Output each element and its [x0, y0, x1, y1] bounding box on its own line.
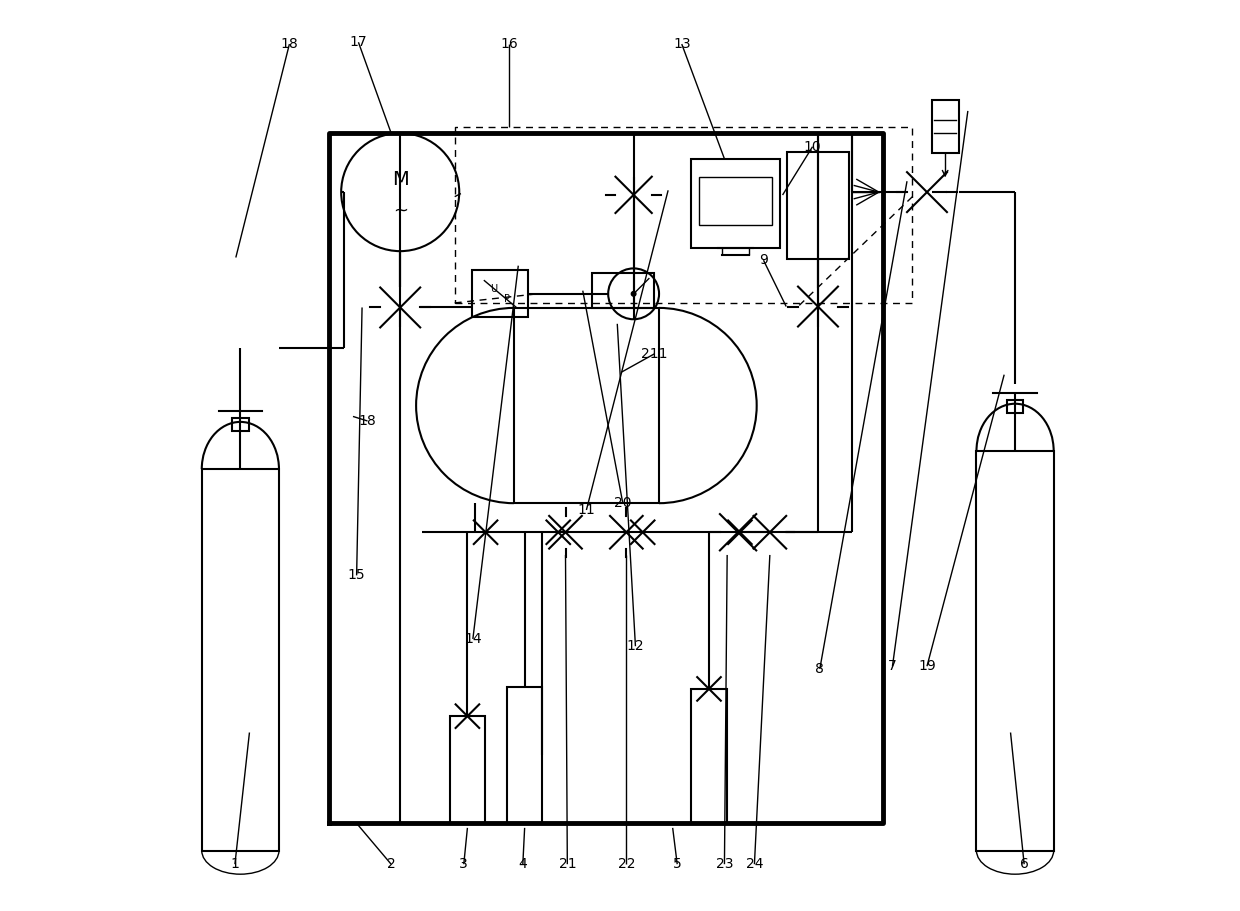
Text: P: P	[503, 293, 510, 303]
Text: 21: 21	[558, 857, 577, 871]
Text: 7: 7	[888, 660, 897, 673]
Text: 8: 8	[816, 662, 825, 676]
Text: 6: 6	[1019, 857, 1029, 871]
Text: 2: 2	[387, 857, 396, 871]
Bar	[513, 308, 658, 503]
Text: M: M	[392, 169, 409, 189]
Bar	[232, 418, 248, 431]
Text: 18: 18	[280, 37, 299, 51]
Text: 17: 17	[350, 36, 367, 49]
Text: 3: 3	[459, 857, 469, 871]
Text: 20: 20	[614, 496, 631, 510]
Circle shape	[631, 292, 636, 296]
Bar	[787, 152, 849, 260]
Text: 22: 22	[618, 857, 635, 871]
Text: 23: 23	[715, 857, 733, 871]
Text: 9: 9	[759, 253, 768, 267]
Text: 14: 14	[464, 632, 481, 646]
Text: 19: 19	[918, 660, 936, 673]
Text: 10: 10	[804, 139, 821, 154]
Text: 16: 16	[500, 37, 518, 51]
Text: 1: 1	[231, 857, 239, 871]
Bar	[976, 451, 1054, 851]
Text: 18: 18	[358, 414, 377, 428]
Bar	[591, 273, 653, 308]
Text: 15: 15	[347, 568, 366, 582]
Bar	[931, 100, 959, 153]
Bar	[699, 178, 771, 225]
Bar	[691, 689, 727, 824]
Text: 13: 13	[673, 37, 691, 51]
Bar	[507, 687, 542, 824]
Text: 4: 4	[518, 857, 527, 871]
Bar	[472, 271, 528, 317]
Text: 11: 11	[578, 503, 595, 517]
Bar	[1007, 400, 1023, 413]
Bar	[691, 159, 780, 249]
Text: 211: 211	[641, 347, 668, 361]
Text: U: U	[490, 284, 497, 294]
Text: 5: 5	[673, 857, 682, 871]
Text: 24: 24	[745, 857, 763, 871]
Text: 12: 12	[626, 640, 645, 653]
Text: ~: ~	[393, 201, 408, 220]
Bar	[450, 716, 485, 824]
Bar	[202, 469, 279, 851]
